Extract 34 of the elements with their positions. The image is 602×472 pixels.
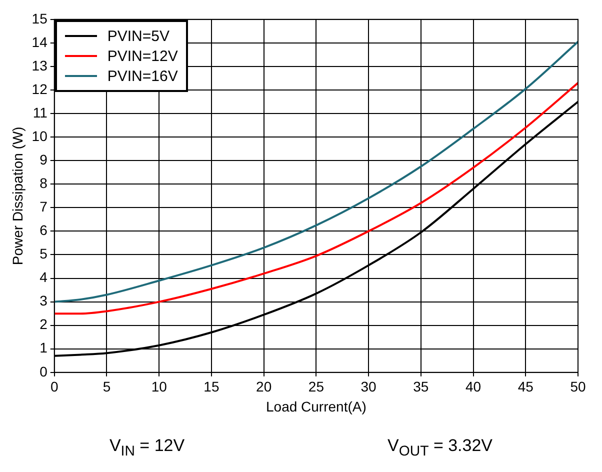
- x-axis-title: Load Current(A): [266, 398, 366, 414]
- y-tick-label: 8: [40, 174, 48, 191]
- legend-label: PVIN=12V: [107, 48, 178, 65]
- y-tick-label: 2: [40, 316, 48, 332]
- y-axis-title: Power Dissipation (W): [9, 126, 26, 266]
- x-tick-label: 50: [570, 378, 586, 395]
- legend-label: PVIN=5V: [107, 28, 170, 45]
- x-tick-label: 45: [518, 378, 534, 395]
- x-tick-label: 15: [204, 378, 220, 395]
- y-tick-label: 12: [32, 80, 48, 97]
- x-tick-label: 25: [308, 378, 324, 395]
- x-tick-label: 40: [465, 378, 482, 395]
- y-tick-label: 3: [40, 292, 48, 309]
- x-tick-label: 10: [151, 378, 168, 395]
- y-tick-label: 6: [40, 222, 48, 238]
- y-tick-label: 7: [40, 198, 48, 215]
- x-tick-label: 5: [102, 378, 111, 395]
- x-tick-label: 30: [360, 378, 377, 395]
- x-tick-label: 0: [50, 378, 58, 395]
- y-tick-label: 0: [40, 363, 48, 380]
- x-tick-label: 35: [413, 378, 429, 395]
- x-tick-label: 20: [256, 378, 272, 395]
- y-tick-label: 15: [32, 10, 48, 26]
- y-tick-label: 9: [40, 151, 48, 168]
- y-tick-label: 1: [40, 340, 48, 356]
- y-tick-label: 5: [40, 246, 48, 262]
- legend-label: PVIN=16V: [107, 68, 178, 85]
- y-tick-label: 10: [32, 128, 48, 144]
- text: V$_{IN}$ = 12V: [109, 436, 185, 460]
- text: V$_{OUT}$ = 3.32V: [387, 436, 493, 460]
- y-tick-label: 14: [32, 34, 48, 50]
- y-tick-label: 4: [40, 269, 48, 286]
- y-tick-label: 11: [32, 104, 48, 120]
- y-tick-label: 13: [32, 57, 48, 74]
